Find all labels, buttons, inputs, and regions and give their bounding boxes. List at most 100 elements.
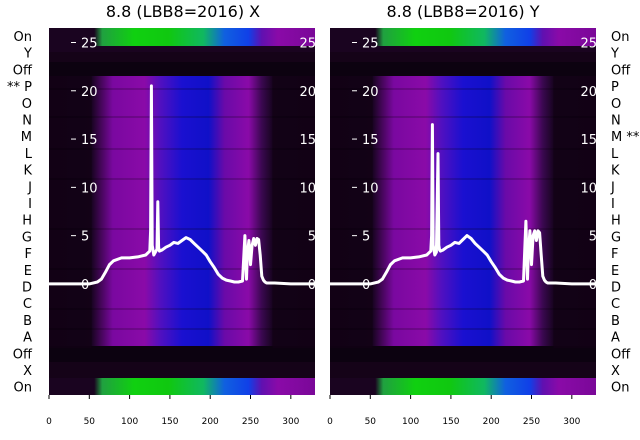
streak <box>330 328 596 330</box>
row-label-left: B <box>23 314 32 329</box>
streak <box>330 88 596 90</box>
band-left-dark <box>49 76 92 348</box>
x-tick-label: 150 <box>442 417 459 427</box>
row-label-left: C <box>23 297 32 312</box>
band-on-top <box>49 28 315 46</box>
band-y <box>49 46 315 52</box>
row-label-right: H <box>611 214 621 229</box>
y-tick-label-right: 15 <box>580 133 597 148</box>
x-tick-label: 50 <box>365 417 377 427</box>
y-tick-label-right: 10 <box>299 181 316 196</box>
row-label-left: On <box>14 30 32 45</box>
panel-x: 8.8 (LBB8=2016) X 0 0 5 5 10 10 15 15 20 20 25 25 0… <box>46 2 316 427</box>
y-tick-label: 25 <box>362 36 379 51</box>
y-tick-label: 10 <box>81 181 98 196</box>
y-tick-label-right: 0 <box>589 278 597 293</box>
row-label-right: Y <box>610 47 619 62</box>
row-label-left: M <box>21 130 32 145</box>
row-label-right: X <box>611 364 620 379</box>
band-off-top <box>330 62 596 76</box>
x-tick-label: 50 <box>84 417 96 427</box>
row-label-right: On <box>611 30 629 45</box>
y-tick-label: 5 <box>362 230 370 245</box>
streak <box>330 268 596 270</box>
band-left-dark <box>330 76 373 348</box>
y-tick-label-right: 25 <box>580 36 597 51</box>
row-label-left: D <box>22 281 32 296</box>
y-tick-label-right: 5 <box>308 230 316 245</box>
streak <box>49 116 315 118</box>
series-line <box>330 123 596 286</box>
row-label-left: K <box>23 164 32 179</box>
streak <box>49 178 315 180</box>
row-label-left: Y <box>23 47 32 62</box>
streak <box>330 116 596 118</box>
x-tick-label: 100 <box>121 417 138 427</box>
panel-y-x-ticks: 0 50 100 150 200 250 300 <box>327 395 581 427</box>
streak <box>330 228 596 230</box>
streak <box>49 148 315 150</box>
x-tick-label: 300 <box>282 417 299 427</box>
band-body <box>49 76 315 348</box>
streak <box>49 228 315 230</box>
x-tick-label: 0 <box>327 417 333 427</box>
x-tick-label: 100 <box>402 417 419 427</box>
waterfall-y <box>330 28 596 395</box>
y-tick-label-right: 15 <box>299 133 316 148</box>
band-off-top <box>49 62 315 76</box>
y-tick-label-right: 20 <box>299 85 316 100</box>
row-label-left: G <box>22 230 32 245</box>
row-label-right: A <box>611 331 620 346</box>
band-y <box>330 46 596 52</box>
y-tick-label-right: 25 <box>299 36 316 51</box>
y-tick-label: 20 <box>362 85 379 100</box>
y-tick-label: 25 <box>81 36 98 51</box>
y-tick-label: 0 <box>81 278 89 293</box>
y-tick-label-right: 5 <box>589 230 597 245</box>
band-on-top <box>330 28 596 46</box>
y-tick-label-right: 20 <box>580 85 597 100</box>
y-tick-label: 5 <box>81 230 89 245</box>
row-label-right: Off <box>611 63 631 78</box>
band-right-dark <box>272 76 315 348</box>
row-label-right: L <box>611 147 619 162</box>
streak <box>49 268 315 270</box>
row-label-left: E <box>24 264 32 279</box>
row-label-left: H <box>22 214 32 229</box>
row-label-left: F <box>25 247 32 262</box>
y-tick-label: 0 <box>362 278 370 293</box>
row-label-right: On <box>611 381 629 396</box>
waterfall-x <box>49 28 315 395</box>
row-label-right: E <box>611 264 619 279</box>
x-tick-label: 250 <box>242 417 259 427</box>
band-body <box>330 76 596 348</box>
row-label-left: Off <box>13 63 33 78</box>
x-tick-label: 300 <box>563 417 580 427</box>
x-tick-label: 250 <box>523 417 540 427</box>
panel-y-trace <box>330 123 596 286</box>
panel-x-y-ticks: 0 0 5 5 10 10 15 15 20 20 25 25 <box>71 36 316 293</box>
row-label-right: F <box>611 247 618 262</box>
row-label-right: P <box>611 80 619 95</box>
row-label-right: J <box>610 180 615 195</box>
row-label-right: K <box>611 164 620 179</box>
y-tick-label: 10 <box>362 181 379 196</box>
row-label-left: A <box>23 331 32 346</box>
streak <box>330 308 596 310</box>
y-tick-label: 20 <box>81 85 98 100</box>
panel-y-title: 8.8 (LBB8=2016) Y <box>386 2 539 21</box>
panel-x-trace <box>49 84 315 286</box>
streak <box>330 148 596 150</box>
row-label-left: X <box>23 364 32 379</box>
row-label-right: D <box>611 281 621 296</box>
y-tick-label-right: 0 <box>308 278 316 293</box>
row-label-left: ** P <box>7 80 32 95</box>
streak <box>49 88 315 90</box>
band-off-bottom <box>49 346 315 362</box>
streak <box>49 328 315 330</box>
row-label-left: On <box>14 381 32 396</box>
x-tick-label: 200 <box>202 417 219 427</box>
x-tick-label: 150 <box>161 417 178 427</box>
